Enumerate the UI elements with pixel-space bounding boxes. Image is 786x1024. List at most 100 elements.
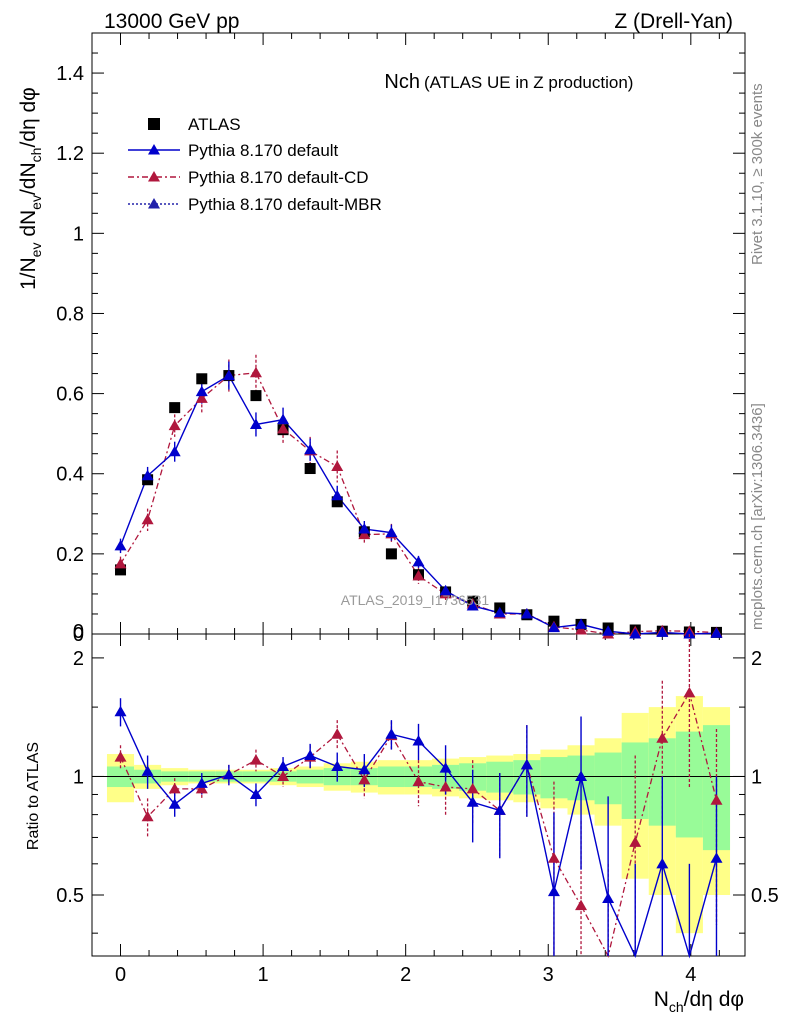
ratio-pythia-default-point: [493, 804, 506, 815]
ratio-pythia-default-point: [520, 758, 533, 770]
atlas-point: [304, 463, 316, 475]
pythia-default-point: [439, 584, 452, 596]
x-tick-label: 1: [258, 964, 269, 986]
legend-marker: [148, 144, 160, 155]
ratio-tick-label-right: 2: [751, 648, 762, 670]
y-tick-label: 1.4: [56, 63, 84, 85]
ratio-pythia-default-point: [277, 760, 290, 771]
line-pythia-cd: [119, 372, 717, 635]
atlas-point: [385, 548, 397, 560]
pythia-cd-point: [575, 623, 588, 635]
ratio-pythia-cd-point: [683, 686, 696, 698]
chart-title: Nch: [384, 71, 420, 93]
x-axis-label: Nch/dη dφ: [654, 988, 744, 1015]
ratio-pythia-default-point: [439, 762, 452, 773]
legend-label: ATLAS: [188, 115, 241, 134]
ratio-pythia-cd-point: [466, 782, 479, 794]
ratio-pythia-default-point: [168, 798, 181, 809]
pythia-default-point: [520, 607, 533, 619]
pythia-default-point: [656, 626, 669, 637]
ratio-pythia-default-point: [141, 765, 154, 776]
ratio-pythia-cd-point: [168, 782, 181, 794]
pythia-default-point: [304, 443, 317, 455]
ratio-pythia-cd-point: [114, 751, 127, 762]
legend-marker-atlas: [148, 118, 160, 130]
pythia-default-point: [358, 523, 371, 534]
axis-ticks: 00.20.40.60.811.21.400.5 0.51 12 20 1 2 3 4: [56, 33, 779, 986]
legend-label: Pythia 8.170 default-CD: [188, 168, 369, 187]
ratio-pythia-default-point: [575, 770, 588, 781]
y-tick-label: 0.8: [56, 303, 84, 325]
analysis-watermark: ATLAS_2019_I1736531: [341, 592, 490, 608]
pythia-cd-point: [412, 569, 425, 581]
ratio-pythia-cd-point: [629, 836, 642, 847]
ratio-pythia-default-point: [656, 857, 669, 869]
ratio-pythia-default-point: [466, 796, 479, 807]
ratio-pythia-default-point: [195, 777, 208, 788]
ratio-pythia-cd-point: [710, 794, 723, 805]
pythia-default-point: [222, 369, 235, 381]
pythia-default-point: [710, 627, 723, 638]
pythia-default-point: [575, 618, 588, 629]
pythia-default-point: [602, 625, 615, 636]
y-tick-label: 1: [73, 223, 84, 245]
atlas-point: [196, 373, 208, 385]
ratio-tick-label-right: 0.5: [751, 885, 779, 907]
x-tick-label: 2: [400, 964, 411, 986]
legend-marker: [148, 171, 160, 182]
ratio-pythia-cd-point: [195, 782, 208, 794]
y-tick-label: 0.4: [56, 464, 84, 486]
ratio-pythia-default-point: [602, 892, 615, 903]
ratio-pythia-cd-point: [439, 781, 452, 792]
energy-label: 13000 GeV pp: [104, 10, 239, 33]
ratio-pythia-cd-point: [656, 732, 669, 743]
pythia-cd-point: [249, 366, 262, 378]
y-tick-label: 1.2: [56, 143, 84, 165]
pythia-default-point: [683, 628, 696, 639]
pythia-default-point: [493, 606, 506, 618]
ratio-pythia-default-point: [358, 763, 371, 775]
mcplots-label: mcplots.cern.ch [arXiv:1306.3436]: [749, 403, 766, 630]
legend-label: Pythia 8.170 default: [188, 141, 339, 160]
legend: ATLAS Pythia 8.170 default Pythia 8.170 de…: [128, 115, 382, 214]
pythia-default-point: [141, 469, 154, 481]
ratio-pythia-cd-point: [358, 773, 371, 785]
y-tick-label: 0: [73, 624, 84, 646]
pythia-cd-point: [168, 419, 181, 431]
ratio-pythia-default-point: [114, 705, 127, 717]
ratio-panel-frame: [91, 633, 746, 957]
band-inner: [594, 752, 622, 805]
ratio-pythia-default-point: [385, 728, 398, 739]
pythia-cd-point: [141, 513, 154, 525]
x-tick-label: 3: [543, 964, 554, 986]
data-series: [114, 354, 723, 959]
ratio-pythia-default-point: [412, 735, 425, 746]
ratio-tick-label-left: 0.5: [56, 885, 84, 907]
pythia-default-point: [331, 489, 344, 501]
pythia-default-point: [547, 621, 560, 633]
atlas-point: [169, 402, 181, 414]
y-tick-label: 0.2: [56, 544, 84, 566]
y-axis-label: 1/Nev dNev/dNch/dη dφ: [17, 87, 44, 290]
pythia-default-point: [412, 555, 425, 567]
pythia-cd-point: [358, 528, 371, 540]
ratio-y-axis-label: Ratio to ATLAS: [25, 742, 42, 850]
ratio-pythia-default-point: [304, 749, 317, 761]
ratio-pythia-cd-point: [331, 728, 344, 739]
chart-subtitle: (ATLAS UE in Z production): [424, 73, 633, 92]
pythia-cd-point: [114, 557, 127, 569]
ratio-pythia-default-point: [222, 768, 235, 780]
ratio-pythia-cd-point: [575, 899, 588, 911]
ratio-pythia-default-point: [249, 788, 262, 799]
pythia-default-point: [168, 445, 181, 457]
atlas-point: [331, 496, 343, 508]
ratio-pythia-default-point: [710, 852, 723, 863]
ratio-pythia-cd-point: [141, 810, 154, 822]
rivet-label: Rivet 3.1.10, ≥ 300k events: [749, 83, 766, 265]
pythia-cd-point: [277, 422, 290, 434]
pythia-default-point: [629, 628, 642, 639]
ratio-pythia-cd-point: [547, 852, 560, 863]
x-tick-label: 0: [115, 964, 126, 986]
y-tick-label-zero: 0: [73, 621, 84, 643]
